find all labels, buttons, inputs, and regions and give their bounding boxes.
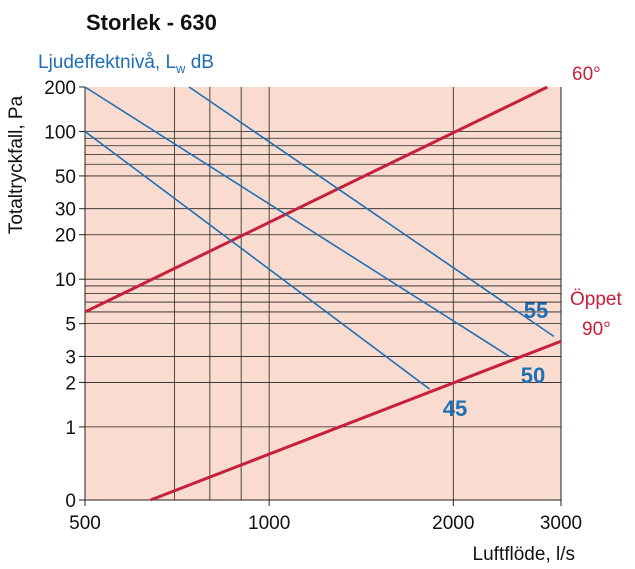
- series-line: [84, 85, 549, 314]
- subtitle-unit: dB: [185, 52, 214, 73]
- y-axis-label: Totaltryckfall, Pa: [6, 95, 27, 234]
- subtitle-sub: w: [175, 61, 186, 76]
- x-tick-label: 2000: [432, 513, 474, 534]
- y-tick-label: 10: [55, 270, 76, 291]
- subtitle: Ljudeffektnivå, Lw dB: [38, 52, 214, 76]
- y-tick-label: 30: [55, 200, 76, 221]
- series-label: Öppet 90°: [570, 289, 622, 340]
- x-tick-label: 3000: [540, 513, 582, 534]
- series-label: 55: [524, 298, 548, 323]
- series-line: [84, 86, 510, 358]
- series-line: [150, 339, 562, 502]
- y-tick-label: 100: [44, 122, 76, 143]
- y-tick-label: 3: [65, 347, 76, 368]
- series-line: [84, 130, 431, 390]
- series-label: 50: [521, 363, 545, 388]
- series-label: 60°: [572, 64, 601, 85]
- y-tick-label: 0: [65, 491, 76, 512]
- series-line: [188, 86, 555, 338]
- y-tick-label: 50: [55, 167, 76, 188]
- y-tick-label: 200: [44, 78, 76, 99]
- y-tick-label: 20: [55, 226, 76, 247]
- y-tick-label: 5: [65, 315, 76, 336]
- subtitle-text: Ljudeffektnivå, L: [38, 52, 176, 73]
- x-tick-label: 1000: [248, 513, 290, 534]
- y-tick-label: 2: [65, 373, 76, 394]
- y-tick-label: 1: [65, 418, 76, 439]
- x-tick-label: 500: [69, 513, 101, 534]
- series-label: 45: [443, 396, 467, 421]
- chart-title: Storlek - 630: [86, 10, 217, 35]
- x-axis-label: Luftflöde, l/s: [473, 544, 575, 565]
